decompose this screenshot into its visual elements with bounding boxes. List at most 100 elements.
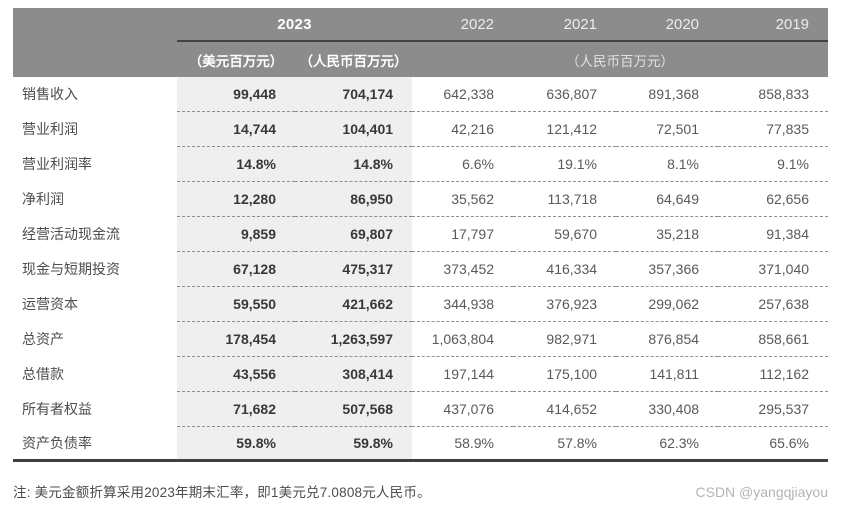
cell-2021: 59,670 xyxy=(513,217,617,252)
table-row-cash-and-short-term-investments: 现金与短期投资 67,128 475,317 373,452 416,334 3… xyxy=(13,252,829,287)
cell-2020: 64,649 xyxy=(616,182,719,217)
table-row-revenue: 销售收入 99,448 704,174 642,338 636,807 891,… xyxy=(13,77,829,112)
row-label: 总资产 xyxy=(22,331,64,347)
cell-rmb-2023: 308,414 xyxy=(295,357,413,392)
cell-usd-2023: 59,550 xyxy=(177,287,295,322)
table-body: 销售收入 99,448 704,174 642,338 636,807 891,… xyxy=(13,77,829,462)
financial-summary-table: 2023 2022 2021 2020 2019 （美元百万元） （人民币百万元… xyxy=(13,8,829,462)
cell-2022: 197,144 xyxy=(412,357,514,392)
cell-usd-2023: 71,682 xyxy=(177,392,295,427)
table-header: 2023 2022 2021 2020 2019 （美元百万元） （人民币百万元… xyxy=(13,8,829,77)
row-label: 营业利润率 xyxy=(22,156,92,172)
cell-2019: 295,537 xyxy=(718,392,829,427)
cell-rmb-2023: 1,263,597 xyxy=(295,322,413,357)
cell-2019: 65.6% xyxy=(718,427,829,462)
row-label: 资产负债率 xyxy=(13,427,177,462)
header-units-row: （美元百万元） （人民币百万元） （人民币百万元） xyxy=(13,42,829,77)
row-label: 运营资本 xyxy=(22,296,78,312)
cell-2021: 636,807 xyxy=(513,77,617,112)
cell-2020: 891,368 xyxy=(616,77,719,112)
cell-2021: 416,334 xyxy=(513,252,617,287)
header-label-spacer xyxy=(13,42,177,77)
cell-2022: 1,063,804 xyxy=(412,322,514,357)
table-row-total-borrowings: 总借款 43,556 308,414 197,144 175,100 141,8… xyxy=(13,357,829,392)
cell-2021: 57.8% xyxy=(513,427,617,462)
cell-2019: 257,638 xyxy=(718,287,829,322)
header-label-spacer xyxy=(13,8,177,42)
cell-2020: 357,366 xyxy=(616,252,719,287)
header-unit-rmb-group: （人民币百万元） xyxy=(412,42,829,77)
header-year-2021: 2021 xyxy=(513,8,617,42)
cell-2020: 35,218 xyxy=(616,217,719,252)
row-label: 所有者权益 xyxy=(22,401,92,417)
row-label: 现金与短期投资 xyxy=(22,261,120,277)
cell-usd-2023: 14,744 xyxy=(177,112,295,147)
cell-rmb-2023: 59.8% xyxy=(295,427,413,462)
cell-2019: 858,833 xyxy=(718,77,829,112)
table-row-operating-margin: 营业利润率 14.8% 14.8% 6.6% 19.1% 8.1% 9.1% xyxy=(13,147,829,182)
cell-2020: 141,811 xyxy=(616,357,719,392)
cell-2020: 299,062 xyxy=(616,287,719,322)
cell-rmb-2023: 475,317 xyxy=(295,252,413,287)
header-year-2020: 2020 xyxy=(616,8,719,42)
cell-2019: 112,162 xyxy=(718,357,829,392)
row-label: 经营活动现金流 xyxy=(22,226,120,242)
header-year-2022: 2022 xyxy=(412,8,514,42)
cell-usd-2023: 9,859 xyxy=(177,217,295,252)
header-unit-rmb-millions: （人民币百万元） xyxy=(295,42,413,77)
cell-2020: 8.1% xyxy=(616,147,719,182)
cell-2022: 344,938 xyxy=(412,287,514,322)
cell-rmb-2023: 421,662 xyxy=(295,287,413,322)
cell-2019: 371,040 xyxy=(718,252,829,287)
cell-usd-2023: 43,556 xyxy=(177,357,295,392)
cell-rmb-2023: 14.8% xyxy=(295,147,413,182)
cell-2021: 19.1% xyxy=(513,147,617,182)
row-label: 净利润 xyxy=(22,191,64,207)
cell-2020: 330,408 xyxy=(616,392,719,427)
table-row-net-profit: 净利润 12,280 86,950 35,562 113,718 64,649 … xyxy=(13,182,829,217)
cell-2022: 35,562 xyxy=(412,182,514,217)
cell-2021: 121,412 xyxy=(513,112,617,147)
row-label: 营业利润 xyxy=(22,121,78,137)
cell-usd-2023: 59.8% xyxy=(177,427,295,462)
header-unit-usd-millions: （美元百万元） xyxy=(177,42,295,77)
cell-2019: 62,656 xyxy=(718,182,829,217)
table-row-operating-profit: 营业利润 14,744 104,401 42,216 121,412 72,50… xyxy=(13,112,829,147)
header-year-2023: 2023 xyxy=(177,8,413,42)
header-years-row: 2023 2022 2021 2020 2019 xyxy=(13,8,829,42)
csdn-watermark: CSDN @yangqjiayou xyxy=(695,484,829,500)
cell-2022: 42,216 xyxy=(412,112,514,147)
row-label: 总借款 xyxy=(22,366,64,382)
table-row-working-capital: 运营资本 59,550 421,662 344,938 376,923 299,… xyxy=(13,287,829,322)
cell-rmb-2023: 507,568 xyxy=(295,392,413,427)
cell-2021: 414,652 xyxy=(513,392,617,427)
table-row-operating-cash-flow: 经营活动现金流 9,859 69,807 17,797 59,670 35,21… xyxy=(13,217,829,252)
cell-2022: 373,452 xyxy=(412,252,514,287)
cell-2022: 17,797 xyxy=(412,217,514,252)
cell-rmb-2023: 704,174 xyxy=(295,77,413,112)
cell-2022: 437,076 xyxy=(412,392,514,427)
cell-2021: 175,100 xyxy=(513,357,617,392)
table-row-total-assets: 总资产 178,454 1,263,597 1,063,804 982,971 … xyxy=(13,322,829,357)
cell-2022: 58.9% xyxy=(412,427,514,462)
table-row-debt-ratio: 资产负债率 59.8% 59.8% 58.9% 57.8% 62.3% 65.6… xyxy=(13,427,829,462)
cell-2021: 113,718 xyxy=(513,182,617,217)
cell-rmb-2023: 104,401 xyxy=(295,112,413,147)
cell-2020: 72,501 xyxy=(616,112,719,147)
cell-usd-2023: 67,128 xyxy=(177,252,295,287)
cell-2019: 9.1% xyxy=(718,147,829,182)
cell-2022: 6.6% xyxy=(412,147,514,182)
row-label: 销售收入 xyxy=(22,86,78,102)
cell-2020: 876,854 xyxy=(616,322,719,357)
cell-2022: 642,338 xyxy=(412,77,514,112)
header-year-2019: 2019 xyxy=(718,8,829,42)
cell-rmb-2023: 86,950 xyxy=(295,182,413,217)
cell-usd-2023: 178,454 xyxy=(177,322,295,357)
cell-2021: 376,923 xyxy=(513,287,617,322)
cell-2021: 982,971 xyxy=(513,322,617,357)
cell-2019: 77,835 xyxy=(718,112,829,147)
table-row-owners-equity: 所有者权益 71,682 507,568 437,076 414,652 330… xyxy=(13,392,829,427)
cell-2020: 62.3% xyxy=(616,427,719,462)
cell-usd-2023: 99,448 xyxy=(177,77,295,112)
